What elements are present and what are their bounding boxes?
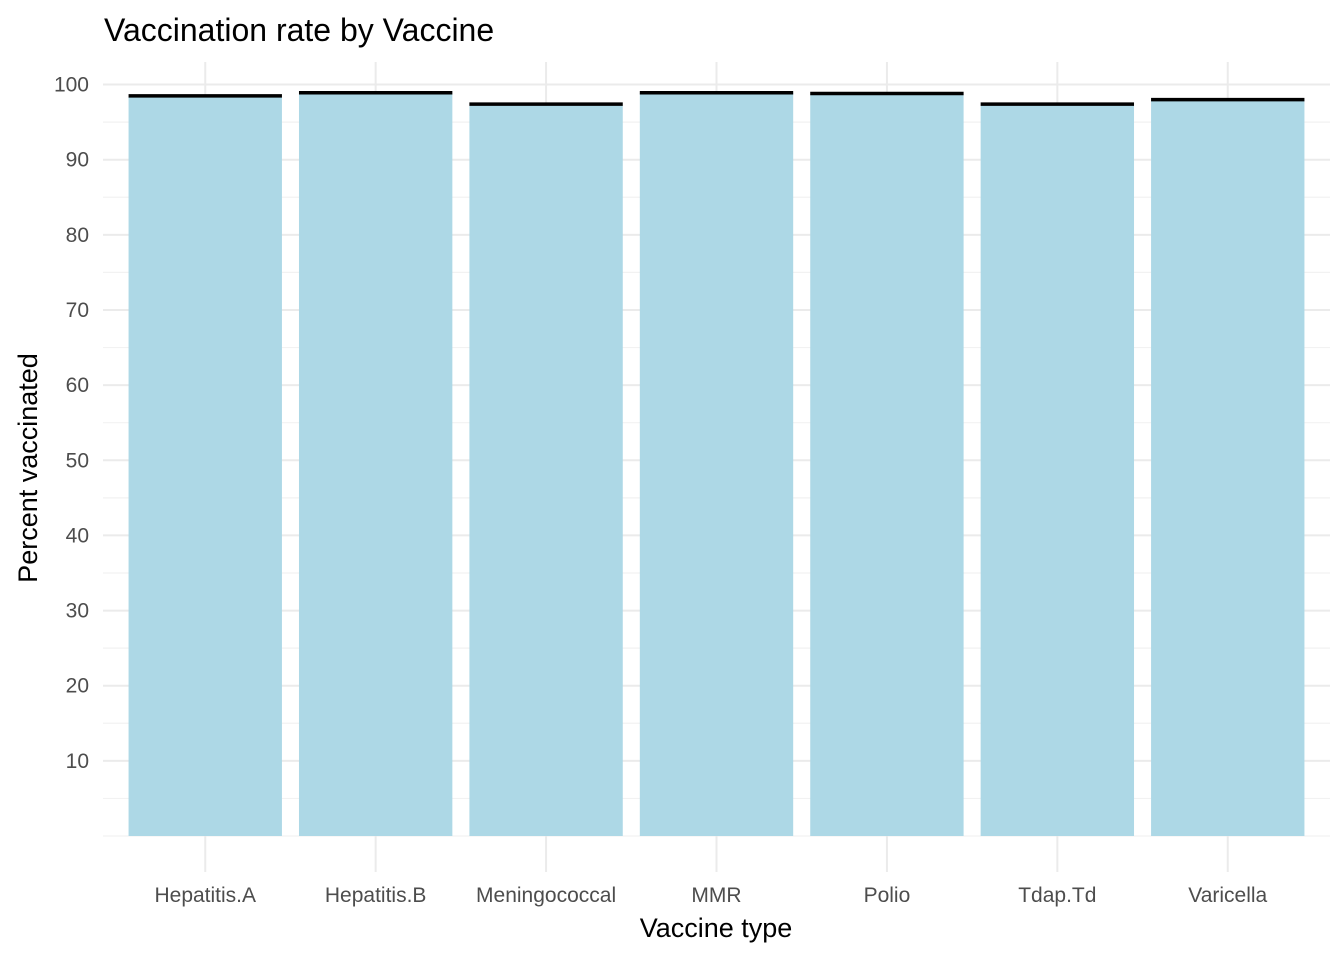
bar <box>639 92 794 837</box>
reference-lines <box>128 91 1305 106</box>
x-tick-label: Hepatitis.B <box>325 884 427 907</box>
y-tick-label: 60 <box>66 374 89 397</box>
x-axis-title: Vaccine type <box>640 913 793 943</box>
bars <box>128 92 1305 837</box>
bar <box>980 104 1135 836</box>
bar <box>1151 100 1305 836</box>
y-tick-label: 70 <box>66 299 89 322</box>
y-axis-title: Percent vaccinated <box>13 353 43 583</box>
y-tick-label: 20 <box>66 675 89 698</box>
y-tick-label: 30 <box>66 600 89 623</box>
y-axis-ticks: 10 20 30 40 50 60 70 80 90 100 <box>54 74 89 773</box>
chart-title: Vaccination rate by Vaccine <box>104 12 494 48</box>
x-tick-label: Varicella <box>1188 884 1267 907</box>
x-tick-label: Hepatitis.A <box>154 884 256 907</box>
bar <box>298 93 453 837</box>
y-tick-label: 50 <box>66 449 89 472</box>
y-tick-label: 10 <box>66 750 89 773</box>
bar <box>810 94 964 836</box>
bar <box>128 97 282 837</box>
x-axis-ticks: Hepatitis.A Hepatitis.B Meningococcal MMR Po… <box>154 884 1267 907</box>
x-tick-label: Meningococcal <box>476 884 616 907</box>
y-tick-label: 80 <box>66 224 89 247</box>
x-tick-label: Tdap.Td <box>1018 884 1096 907</box>
y-tick-label: 40 <box>66 524 89 547</box>
bar <box>469 105 623 836</box>
y-tick-label: 90 <box>66 149 89 172</box>
x-tick-label: Polio <box>864 884 911 907</box>
y-tick-label: 100 <box>54 74 89 97</box>
x-tick-label: MMR <box>691 884 741 907</box>
